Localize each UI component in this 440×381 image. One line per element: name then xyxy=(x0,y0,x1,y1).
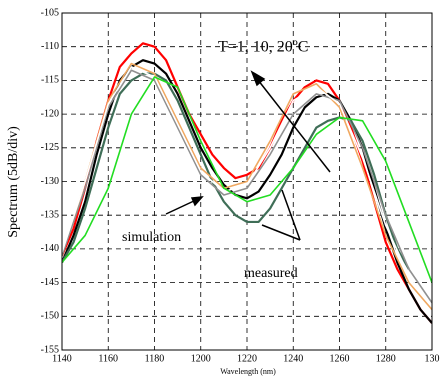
y-tick-label: -110 xyxy=(41,41,59,52)
series-line xyxy=(62,66,432,307)
series-line xyxy=(62,62,432,311)
y-tick-label: -130 xyxy=(41,176,59,187)
y-tick-label: -135 xyxy=(41,209,59,220)
x-tick-label: 1140 xyxy=(52,353,72,364)
y-tick-label: -105 xyxy=(41,7,59,18)
x-tick-label: 1220 xyxy=(237,353,257,364)
y-axis-label: Spectrum (5dB/div) xyxy=(6,126,21,238)
x-tick-label: 1200 xyxy=(191,353,211,364)
x-tick-label: 1240 xyxy=(283,353,303,364)
x-tick-label: 130 xyxy=(425,353,440,364)
y-tick-label: -120 xyxy=(41,108,59,119)
series-line xyxy=(62,72,410,270)
arrow xyxy=(165,199,197,215)
arrowhead xyxy=(190,196,204,207)
labels: 1140 1160 1180 1200 1220 1240 1260 1280 130 -155 -… xyxy=(41,7,440,364)
annotation: measured xyxy=(244,266,298,281)
y-tick-label: -155 xyxy=(41,344,59,355)
annotation: T=1, 10, 20ºC xyxy=(218,39,308,56)
x-tick-label: 1180 xyxy=(145,353,165,364)
pointer-line xyxy=(281,189,301,241)
plot-frame xyxy=(61,12,433,351)
x-tick-label: 1260 xyxy=(330,353,350,364)
y-tick-label: -115 xyxy=(41,75,59,86)
annotation: simulation xyxy=(122,230,181,245)
y-tick-label: -140 xyxy=(41,243,59,254)
pointer-line xyxy=(261,224,301,241)
series-line xyxy=(62,76,432,283)
arrowhead xyxy=(250,70,266,87)
arrow xyxy=(257,79,331,173)
x-tick-label: 1160 xyxy=(98,353,118,364)
y-tick-label: -145 xyxy=(41,277,59,288)
series-line xyxy=(62,69,432,304)
x-tick-label: 1280 xyxy=(376,353,396,364)
y-tick-label: -150 xyxy=(41,311,59,322)
arrows xyxy=(165,70,331,241)
x-axis-label: Wavelength (nm) xyxy=(220,367,276,376)
lines xyxy=(62,42,432,324)
y-tick-label: -125 xyxy=(41,142,59,153)
